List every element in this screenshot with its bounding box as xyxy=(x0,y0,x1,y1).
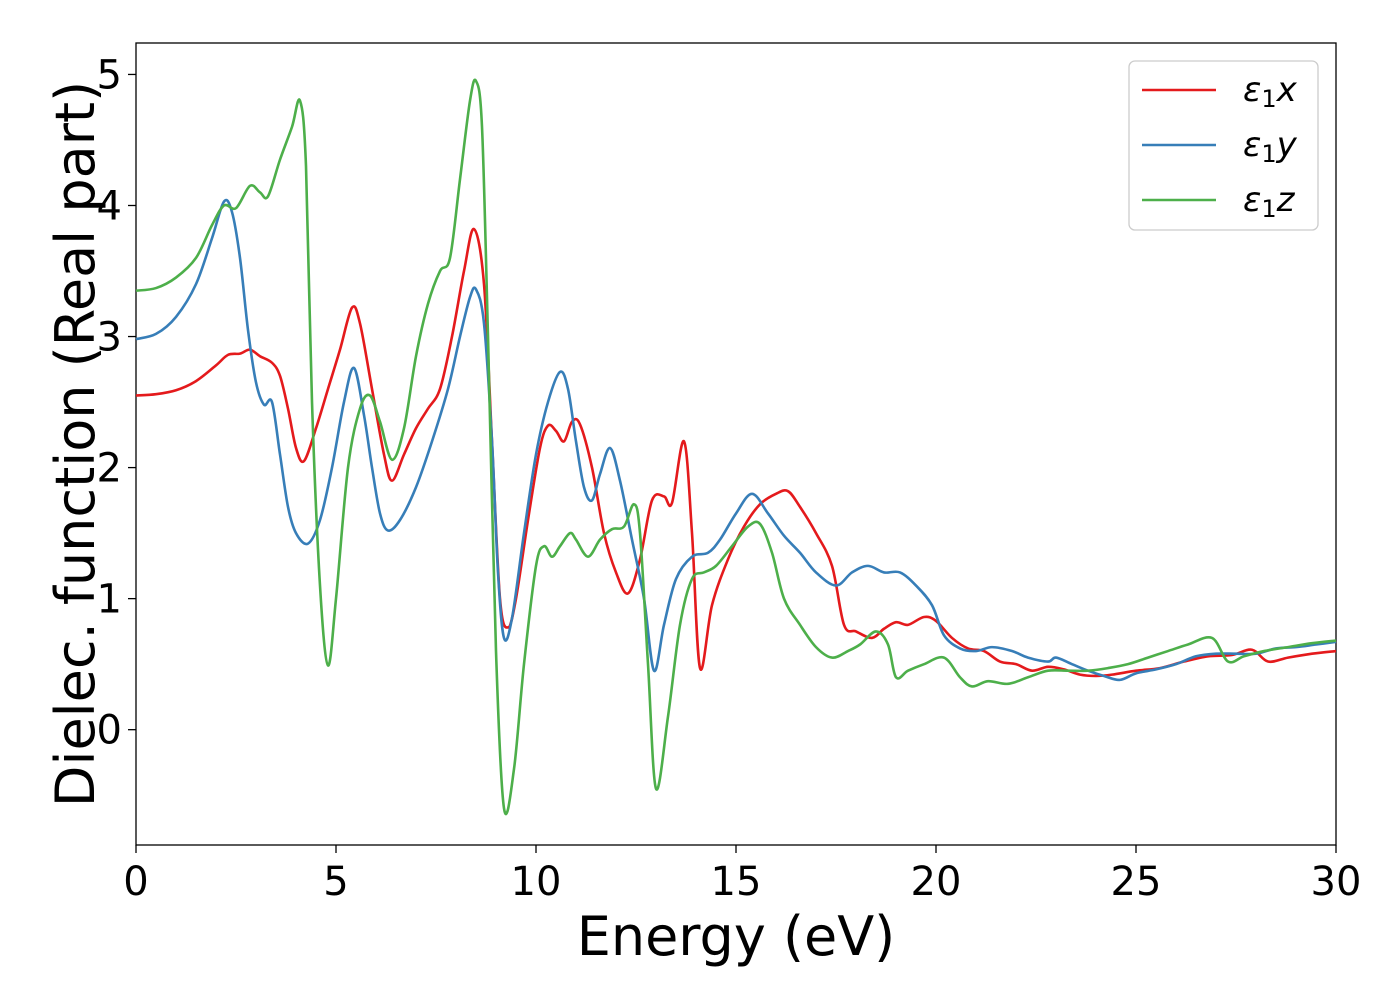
y-axis-ticks: 0 1 2 3 4 5 xyxy=(97,52,136,754)
y-tick-label: 4 xyxy=(97,183,122,229)
series-line-y xyxy=(135,198,1337,682)
x-tick-label: 30 xyxy=(1311,859,1362,905)
legend-label-z: ε1z xyxy=(1243,180,1296,223)
x-tick-label: 20 xyxy=(911,859,962,905)
y-tick-label: 3 xyxy=(97,315,122,361)
y-tick-label: 1 xyxy=(97,577,122,623)
x-axis-label: Energy (eV) xyxy=(577,905,896,968)
legend-label-y: ε1y xyxy=(1243,125,1298,168)
x-tick-label: 15 xyxy=(711,859,762,905)
series-line-z xyxy=(135,78,1337,816)
y-axis-label: Dielec. function (Real part) xyxy=(44,81,107,807)
legend-label-x: ε1x xyxy=(1243,70,1298,113)
x-tick-label: 25 xyxy=(1111,859,1162,905)
x-tick-label: 0 xyxy=(123,859,148,905)
legend: ε1x ε1y ε1z xyxy=(1128,60,1319,231)
x-tick-label: 10 xyxy=(511,859,562,905)
y-tick-label: 5 xyxy=(97,52,122,98)
y-tick-label: 0 xyxy=(97,708,122,754)
legend-box xyxy=(1128,60,1319,231)
x-tick-label: 5 xyxy=(323,859,348,905)
x-axis-ticks: 0 5 10 15 20 25 30 xyxy=(123,845,1361,905)
y-tick-label: 2 xyxy=(97,446,122,492)
series-line-x xyxy=(135,227,1337,678)
series-layer xyxy=(135,78,1337,816)
